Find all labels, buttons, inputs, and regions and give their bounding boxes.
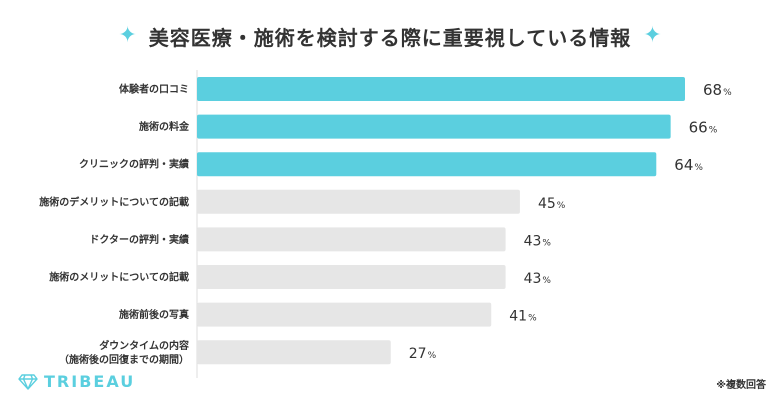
brand-name: TRIBEAU xyxy=(44,372,136,391)
title-row: ✦ 美容医療・施術を検討する際に重要視している情報 ✦ xyxy=(0,14,780,58)
value-label: 43% xyxy=(524,271,552,287)
sparkle-right-icon: ✦ xyxy=(643,23,662,48)
footnote: ※複数回答 xyxy=(716,380,766,391)
value-label: 27% xyxy=(409,346,437,362)
value-label: 68% xyxy=(703,81,732,99)
value-label: 66% xyxy=(689,119,718,137)
brand-logo: TRIBEAU xyxy=(18,372,135,391)
diamond-icon xyxy=(18,373,38,390)
sparkle-left-icon: ✦ xyxy=(118,23,137,48)
bar xyxy=(197,77,685,101)
value-label: 64% xyxy=(674,156,703,174)
value-label: 43% xyxy=(524,233,552,249)
category-label: クリニックの評判・実績 xyxy=(79,158,189,171)
category-label: ダウンタイムの内容（施術後の回復までの期間） xyxy=(59,339,189,366)
category-label: 体験者の口コミ xyxy=(119,83,189,96)
bar xyxy=(197,152,657,177)
category-label: 施術の料金 xyxy=(139,120,190,133)
bar xyxy=(197,340,391,365)
bar xyxy=(197,114,671,139)
category-label: 施術のデメリットについての記載 xyxy=(39,195,189,208)
category-label: ドクターの評判・実績 xyxy=(89,233,189,246)
bar xyxy=(197,302,492,327)
bar xyxy=(197,227,506,252)
bar xyxy=(197,189,520,214)
value-label: 45% xyxy=(538,196,566,212)
chart-title: 美容医療・施術を検討する際に重要視している情報 xyxy=(148,25,632,50)
category-label: 施術のメリットについての記載 xyxy=(49,271,189,284)
value-label: 41% xyxy=(509,309,537,325)
bar xyxy=(197,265,506,289)
category-label: 施術前後の写真 xyxy=(119,308,189,321)
